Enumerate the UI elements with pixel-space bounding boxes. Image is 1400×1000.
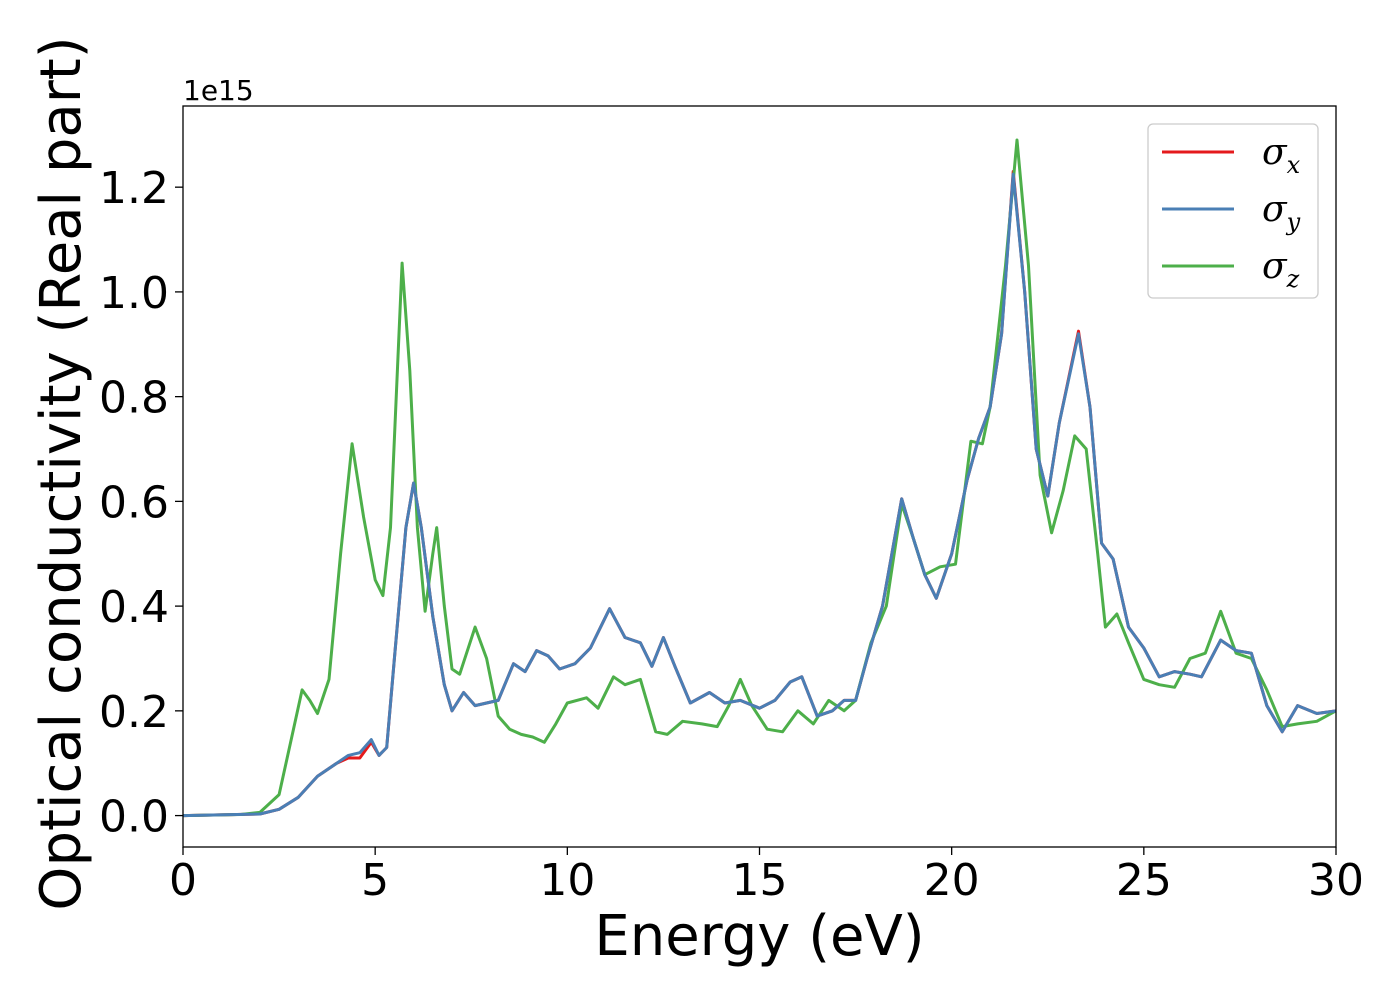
y-tick-label: 1.2	[99, 163, 169, 214]
x-tick-label: 0	[169, 855, 197, 906]
series-line-y	[183, 172, 1336, 818]
y-tick-label: 0.8	[99, 373, 169, 424]
legend-label-y: σy	[1262, 189, 1301, 236]
y-tick-label: 1.0	[99, 268, 169, 319]
x-tick-label: 10	[539, 855, 595, 906]
x-tick-label: 25	[1116, 855, 1172, 906]
legend-symbol: σ	[1262, 132, 1288, 173]
y-tick-label: 0.6	[99, 477, 169, 528]
legend-label-x: σx	[1262, 132, 1301, 179]
legend-symbol: σ	[1262, 189, 1288, 230]
x-axis-ticks: 0 5 10 15 20 25 30	[169, 847, 1364, 906]
x-tick-label: 15	[732, 855, 788, 906]
y-tick-label: 0.2	[99, 687, 169, 738]
series-line-z	[183, 138, 1336, 818]
legend-box	[1147, 123, 1319, 299]
x-axis-title: Energy (eV)	[594, 904, 924, 969]
legend-symbol: σ	[1262, 246, 1288, 287]
legend-label-z: σz	[1262, 246, 1300, 293]
x-tick-label: 20	[924, 855, 980, 906]
y-axis-title: Optical conductivity (Real part)	[29, 36, 94, 910]
y-offset-text: 1e15	[183, 74, 254, 107]
y-axis-ticks: 0.0 0.2 0.4 0.6 0.8 1.0 1.2	[99, 163, 183, 843]
x-tick-label: 5	[361, 855, 389, 906]
series-lines	[183, 138, 1336, 818]
x-tick-label: 30	[1308, 855, 1364, 906]
y-tick-label: 0.0	[99, 792, 169, 843]
legend-subscript: y	[1286, 208, 1301, 236]
y-tick-label: 0.4	[99, 582, 169, 633]
legend-subscript: x	[1287, 151, 1301, 179]
legend-subscript: z	[1286, 265, 1300, 293]
